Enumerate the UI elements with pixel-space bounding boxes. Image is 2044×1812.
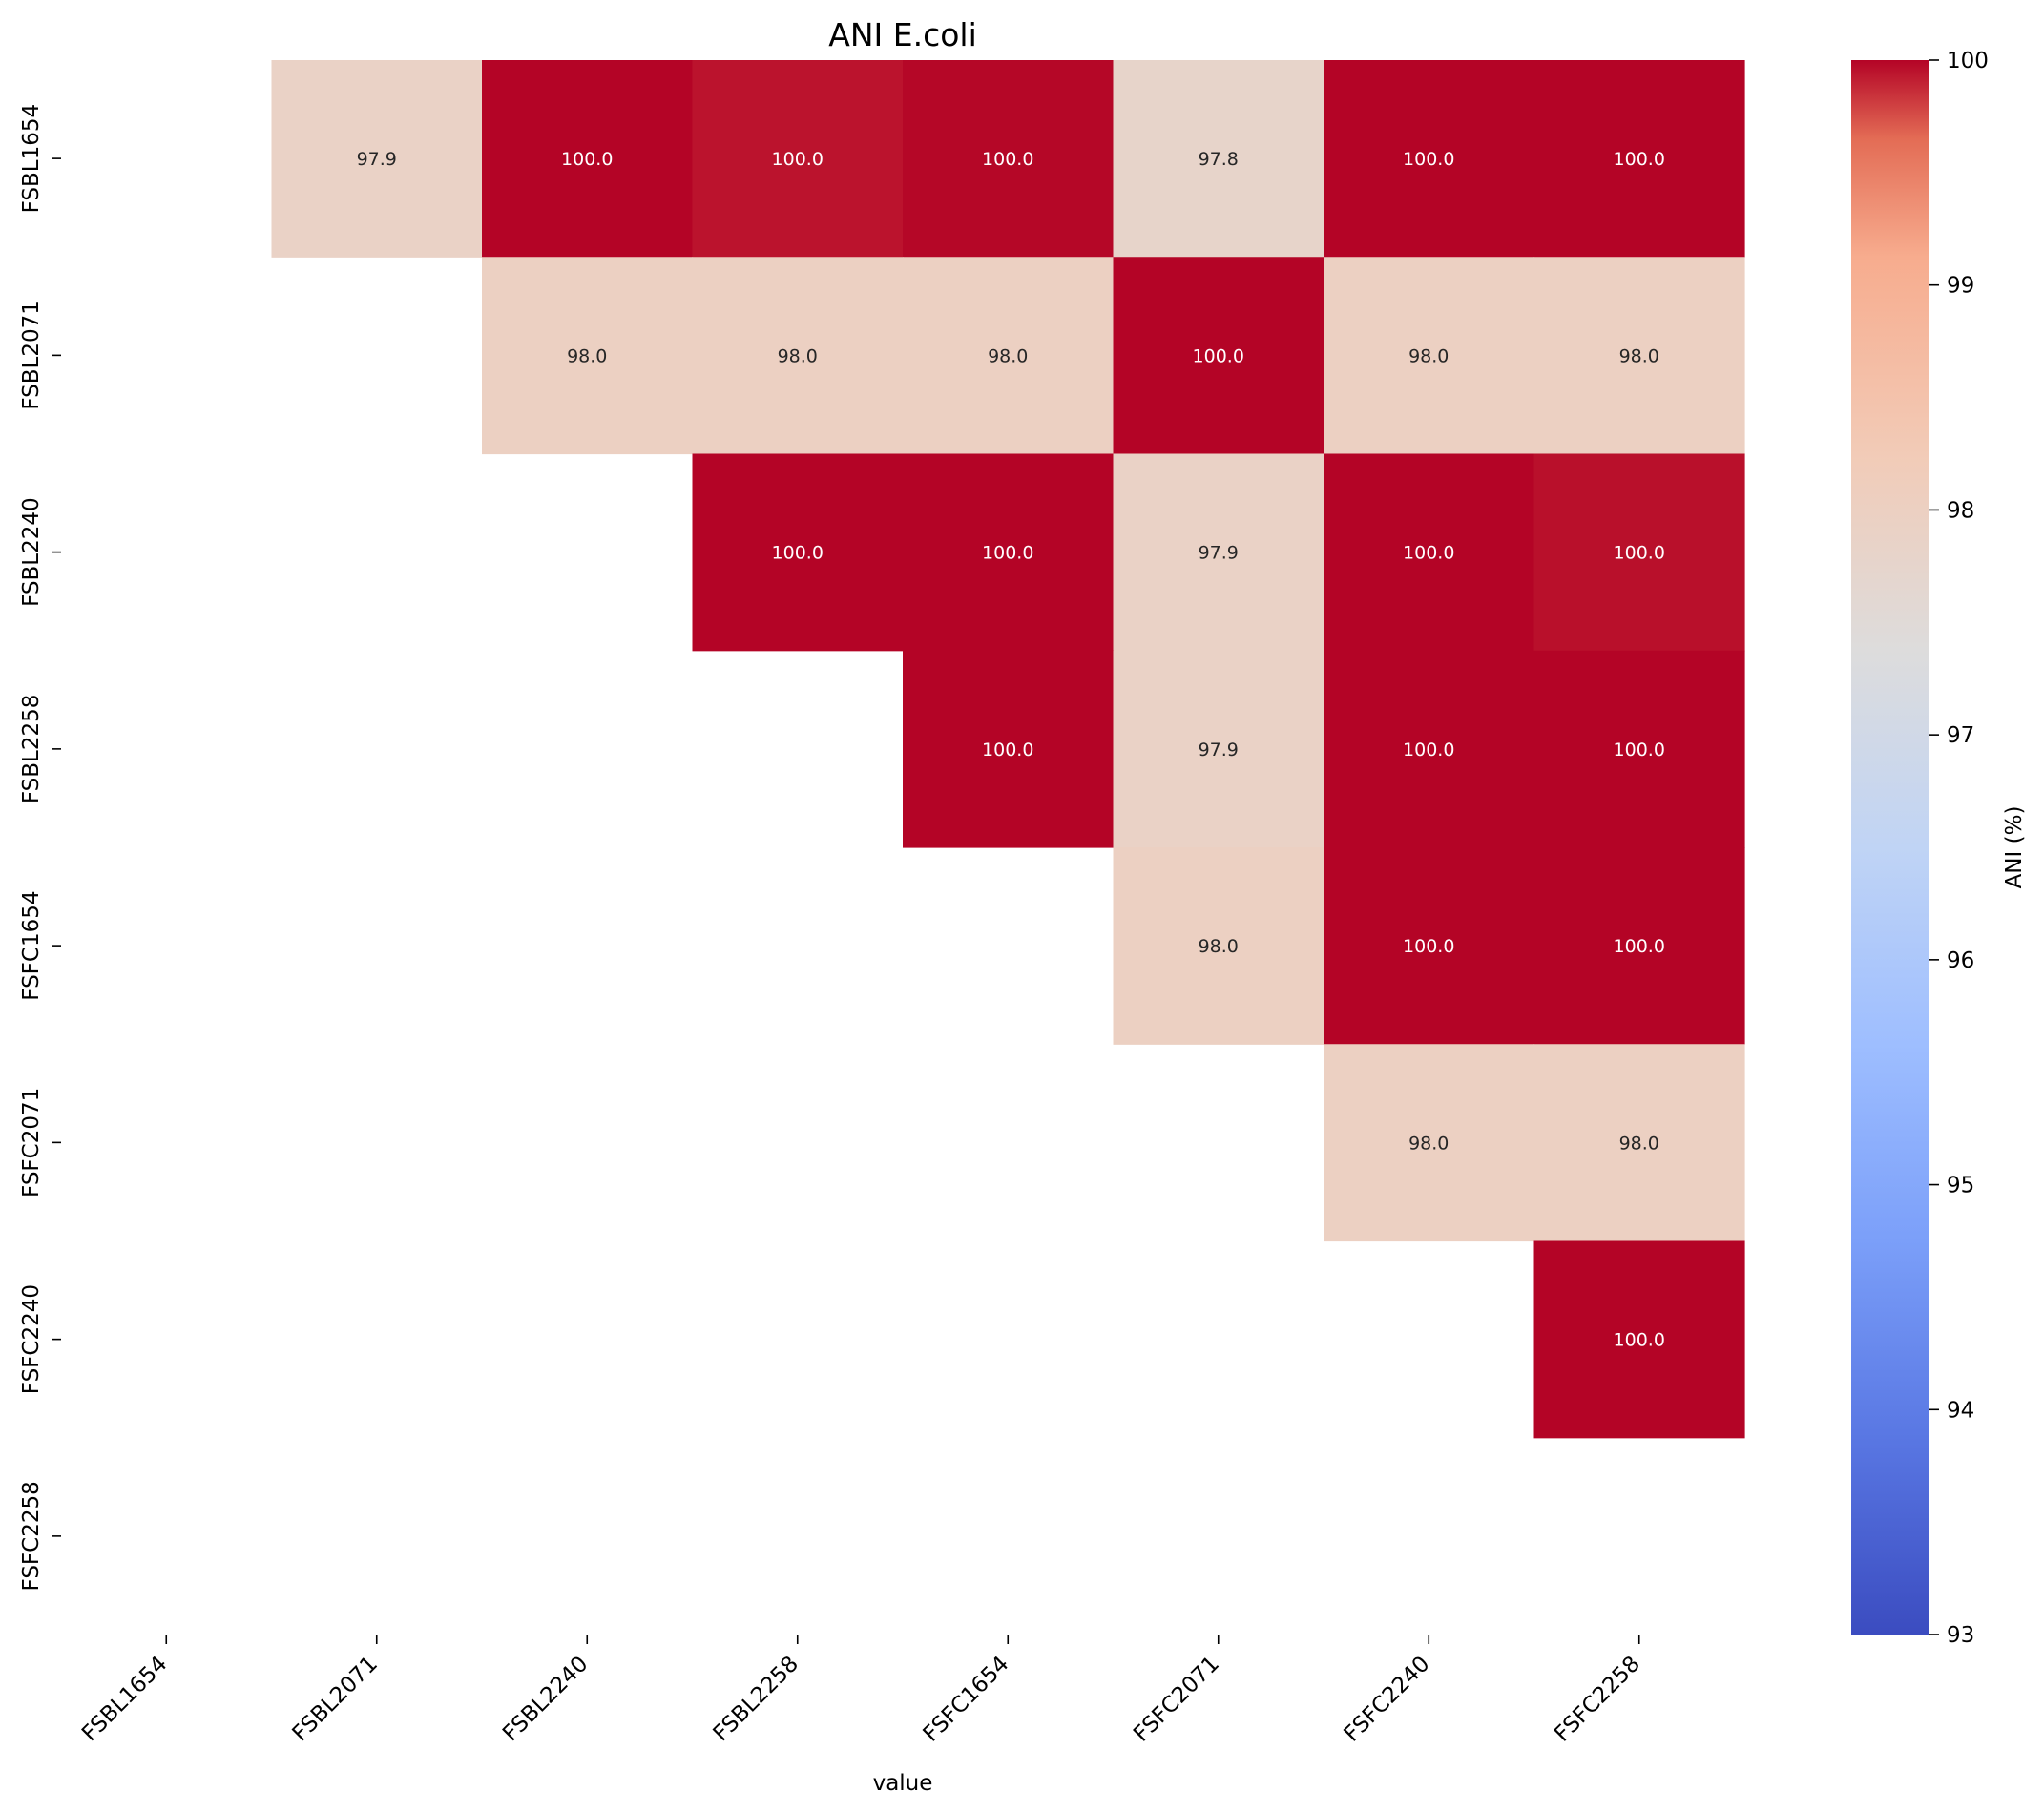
heatmap-cell bbox=[903, 453, 1115, 652]
cell-value-label: 100.0 bbox=[1403, 149, 1454, 170]
heatmap-cell bbox=[903, 650, 1115, 848]
heatmap-cells bbox=[271, 60, 1745, 1439]
cell-value-label: 100.0 bbox=[1193, 345, 1244, 366]
x-tick-label: FSFC2071 bbox=[1129, 1652, 1224, 1747]
cell-value-label: 100.0 bbox=[1403, 739, 1454, 760]
cell-value-label: 100.0 bbox=[1614, 149, 1665, 170]
y-tick-label: FSFC2071 bbox=[19, 1088, 44, 1198]
cell-value-label: 100.0 bbox=[982, 543, 1033, 564]
heatmap-cell bbox=[1113, 257, 1324, 455]
cell-value-label: 97.9 bbox=[357, 149, 397, 170]
cell-value-label: 97.9 bbox=[1199, 543, 1239, 564]
heatmap-cell bbox=[903, 257, 1115, 455]
y-tick-label: FSBL2258 bbox=[19, 695, 44, 804]
heatmap-cell bbox=[1324, 257, 1535, 455]
heatmap-cell bbox=[692, 257, 904, 455]
heatmap-cell bbox=[692, 60, 904, 258]
y-tick-label: FSFC2258 bbox=[19, 1481, 44, 1591]
y-tick-label: FSBL2240 bbox=[19, 497, 44, 607]
y-tick-label: FSBL2071 bbox=[19, 301, 44, 410]
cell-value-label: 98.0 bbox=[1619, 345, 1659, 366]
colorbar-tick-label: 95 bbox=[1947, 1174, 1974, 1198]
heatmap-cell bbox=[1113, 650, 1324, 848]
heatmap-cell-labels: 97.9 100.0 100.0 100.0 97.8 100.0 100.0 98.0 98.… bbox=[357, 149, 1665, 1351]
cell-value-label: 100.0 bbox=[772, 149, 824, 170]
colorbar-tick-label: 96 bbox=[1947, 948, 1974, 973]
heatmap-cell bbox=[1324, 1044, 1535, 1242]
y-axis: FSBL1654 FSBL2071 FSBL2240 FSBL2258 FSFC1654… bbox=[19, 104, 61, 1592]
cell-value-label: 100.0 bbox=[1403, 543, 1454, 564]
colorbar-tick-label: 98 bbox=[1947, 498, 1974, 523]
cell-value-label: 98.0 bbox=[1408, 345, 1449, 366]
heatmap-cell bbox=[1533, 453, 1745, 652]
cell-value-label: 98.0 bbox=[1408, 1133, 1449, 1154]
heatmap-cell bbox=[1113, 453, 1324, 652]
heatmap-cell bbox=[1324, 453, 1535, 652]
heatmap-cell bbox=[271, 60, 483, 258]
y-tick-label: FSFC2240 bbox=[19, 1284, 44, 1394]
cell-value-label: 98.0 bbox=[567, 345, 607, 366]
x-axis-label: value bbox=[873, 1771, 933, 1796]
cell-value-label: 100.0 bbox=[772, 543, 824, 564]
cell-value-label: 100.0 bbox=[1614, 936, 1665, 957]
colorbar-tick-label: 97 bbox=[1947, 723, 1974, 748]
heatmap-cell bbox=[903, 60, 1115, 258]
heatmap-cell bbox=[1533, 847, 1745, 1045]
cell-value-label: 98.0 bbox=[778, 345, 818, 366]
y-tick-label: FSFC1654 bbox=[19, 891, 44, 1001]
x-axis: FSBL1654 FSBL2071 FSBL2240 FSBL2258 FSFC1654… bbox=[77, 1635, 1645, 1747]
heatmap-cell bbox=[1533, 1044, 1745, 1242]
cell-value-label: 100.0 bbox=[561, 149, 613, 170]
heatmap-cell bbox=[1533, 257, 1745, 455]
cell-value-label: 100.0 bbox=[1614, 543, 1665, 564]
heatmap-cell bbox=[1324, 847, 1535, 1045]
x-tick-label: FSBL2258 bbox=[709, 1652, 803, 1746]
heatmap-cell bbox=[1533, 1240, 1745, 1439]
heatmap-cell bbox=[1533, 60, 1745, 258]
colorbar-tick-label: 99 bbox=[1947, 274, 1974, 299]
cell-value-label: 97.8 bbox=[1199, 149, 1239, 170]
colorbar-label: ANI (%) bbox=[2002, 806, 2027, 889]
heatmap-cell bbox=[1324, 650, 1535, 848]
colorbar bbox=[1851, 60, 1929, 1635]
x-tick-label: FSBL1654 bbox=[77, 1652, 172, 1746]
heatmap-cell bbox=[692, 453, 904, 652]
colorbar-tick-label: 93 bbox=[1947, 1623, 1974, 1648]
colorbar-tick-label: 94 bbox=[1947, 1398, 1974, 1423]
colorbar-tick-label: 100 bbox=[1947, 49, 1989, 73]
x-tick-label: FSFC2258 bbox=[1550, 1652, 1645, 1747]
cell-value-label: 100.0 bbox=[1403, 936, 1454, 957]
x-tick-label: FSBL2240 bbox=[498, 1652, 593, 1746]
heatmap-cell bbox=[482, 60, 694, 258]
cell-value-label: 100.0 bbox=[982, 739, 1033, 760]
heatmap-cell bbox=[1533, 650, 1745, 848]
heatmap-cell bbox=[1324, 60, 1535, 258]
colorbar-axis: 93 94 95 96 97 98 99 100 bbox=[1929, 49, 1989, 1648]
cell-value-label: 97.9 bbox=[1199, 739, 1239, 760]
heatmap-cell bbox=[482, 257, 694, 455]
y-tick-label: FSBL1654 bbox=[19, 104, 44, 214]
heatmap-cell bbox=[1113, 847, 1324, 1045]
chart-title: ANI E.coli bbox=[828, 16, 977, 53]
cell-value-label: 98.0 bbox=[1199, 936, 1239, 957]
cell-value-label: 100.0 bbox=[982, 149, 1033, 170]
cell-value-label: 98.0 bbox=[988, 345, 1028, 366]
cell-value-label: 100.0 bbox=[1614, 1330, 1665, 1351]
x-tick-label: FSFC2240 bbox=[1340, 1652, 1435, 1747]
x-tick-label: FSFC1654 bbox=[919, 1652, 1014, 1747]
heatmap-cell bbox=[1113, 60, 1324, 258]
cell-value-label: 98.0 bbox=[1619, 1133, 1659, 1154]
cell-value-label: 100.0 bbox=[1614, 739, 1665, 760]
x-tick-label: FSBL2071 bbox=[288, 1652, 383, 1746]
